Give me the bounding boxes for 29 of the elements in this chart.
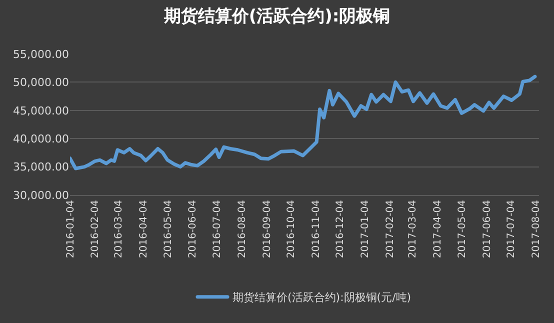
x-tick-label: 2016-10-04 [286,200,298,258]
x-tick-label: 2017-05-04 [456,200,468,258]
x-tick-label: 2017-07-04 [506,200,518,258]
x-tick-label: 2017-04-04 [432,200,444,258]
x-tick-label: 2016-06-04 [188,200,199,258]
chart-title: 期货结算价(活跃合约):阴极铜 [162,6,390,27]
x-tick-label: 2017-06-04 [482,200,493,258]
x-tick-label: 2017-01-04 [360,200,372,258]
x-tick-label: 2016-11-04 [311,200,322,258]
y-tick-label: 40,000.00 [13,132,69,146]
x-tick-label: 2016-08-04 [236,200,248,258]
y-tick-label: 30,000.00 [13,188,69,202]
x-tick-label: 2016-04-04 [138,200,150,258]
x-tick-label: 2016-02-04 [90,200,102,258]
y-tick-label: 50,000.00 [13,76,69,90]
x-tick-label: 2017-08-04 [531,200,542,258]
y-tick-label: 55,000.00 [13,48,69,61]
x-tick-label: 2017-03-04 [408,200,419,258]
x-tick-label: 2017-02-04 [385,200,396,258]
x-tick-label: 2016-09-04 [262,200,273,258]
x-tick-label: 2016-12-04 [335,200,346,258]
legend-label: 期货结算价(活跃合约):阴极铜(元/吨) [232,291,412,304]
x-tick-label: 2016-05-04 [162,200,174,258]
line-series [70,74,537,170]
x-tick-label: 2016-01-04 [65,200,76,258]
x-tick-label: 2016-07-04 [212,200,223,258]
y-tick-label: 45,000.00 [13,104,69,118]
x-tick-label: 2016-03-04 [114,200,125,258]
y-tick-label: 35,000.00 [13,160,69,174]
